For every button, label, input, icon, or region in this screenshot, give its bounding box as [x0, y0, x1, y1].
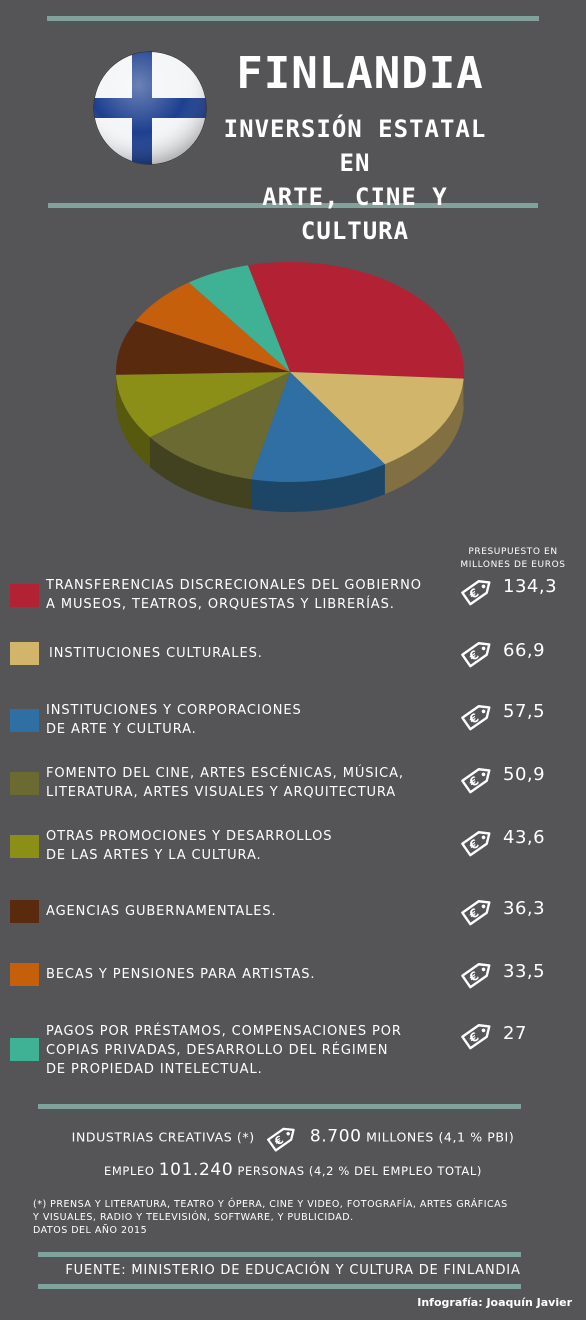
- footnote-line-1: (*) PRENSA Y LITERATURA, TEATRO Y ÓPERA,…: [33, 1199, 508, 1210]
- legend-swatch: [10, 642, 39, 665]
- euro-tag-icon: €: [458, 636, 496, 670]
- source-top-rule: [38, 1252, 521, 1257]
- creative-industries-line: INDUSTRIAS CREATIVAS (*) € 8.700 MILLONE…: [0, 1122, 586, 1154]
- legend-label-line: INSTITUCIONES CULTURALES.: [49, 646, 263, 661]
- euro-tag-icon: €: [458, 1018, 496, 1052]
- pie-slice: [247, 262, 464, 379]
- legend-label: INSTITUCIONES Y CORPORACIONES DE ARTE Y C…: [46, 701, 446, 739]
- subtitle-line-2: ARTE, CINE Y CULTURA: [262, 183, 448, 245]
- pie-slice: [188, 265, 290, 372]
- legend-label-line: OTRAS PROMOCIONES Y DESARROLLOS: [46, 829, 333, 844]
- legend-label-line: DE ARTE Y CULTURA.: [46, 722, 197, 737]
- legend-swatch: [10, 900, 39, 923]
- legend-label-line: INSTITUCIONES Y CORPORACIONES: [46, 703, 302, 718]
- legend-label-line: FOMENTO DEL CINE, ARTES ESCÉNICAS, MÚSIC…: [46, 766, 404, 781]
- legend-label: TRANSFERENCIAS DISCRECIONALES DEL GOBIER…: [46, 576, 446, 614]
- pie-slice: [149, 372, 290, 480]
- legend-label-line: A MUSEOS, TEATROS, ORQUESTAS Y LIBRERÍAS…: [46, 597, 395, 612]
- legend-swatch: [10, 835, 39, 858]
- legend-label-line: COPIAS PRIVADAS, DESARROLLO DEL RÉGIMEN: [46, 1043, 389, 1058]
- euro-tag-icon: €: [458, 574, 496, 608]
- euro-tag-icon: €: [458, 894, 496, 928]
- legend-label-line: DE LAS ARTES Y LA CULTURA.: [46, 848, 262, 863]
- subtitle-line-1: INVERSIÓN ESTATAL EN: [223, 115, 487, 177]
- footnote-line-2: Y VISUALES, RADIO Y TELEVISIÓN, SOFTWARE…: [33, 1212, 354, 1223]
- legend-value: 36,3: [503, 898, 546, 919]
- legend-swatch: [10, 1038, 39, 1061]
- footnote: (*) PRENSA Y LITERATURA, TEATRO Y ÓPERA,…: [33, 1198, 563, 1237]
- euro-tag-icon: €: [458, 699, 496, 733]
- legend-label-line: BECAS Y PENSIONES PARA ARTISTAS.: [46, 967, 316, 982]
- legend-label: OTRAS PROMOCIONES Y DESARROLLOS DE LAS AR…: [46, 827, 446, 865]
- legend-label: PAGOS POR PRÉSTAMOS, COMPENSACIONES POR C…: [46, 1022, 446, 1079]
- employment-value: 101.240: [158, 1160, 234, 1180]
- legend-label-line: AGENCIAS GUBERNAMENTALES.: [46, 904, 277, 919]
- legend-label: FOMENTO DEL CINE, ARTES ESCÉNICAS, MÚSIC…: [46, 764, 446, 802]
- source-bottom-rule: [38, 1284, 521, 1289]
- pie-slice: [290, 372, 464, 465]
- page-subtitle: INVERSIÓN ESTATAL EN ARTE, CINE Y CULTUR…: [205, 112, 505, 248]
- legend-label-line: TRANSFERENCIAS DISCRECIONALES DEL GOBIER…: [46, 578, 422, 593]
- legend-swatch: [10, 584, 39, 607]
- legend-label: INSTITUCIONES CULTURALES.: [49, 644, 449, 663]
- pie-slice: [135, 282, 290, 372]
- footnote-line-3: DATOS DEL AÑO 2015: [33, 1225, 148, 1236]
- legend-label: AGENCIAS GUBERNAMENTALES.: [46, 902, 446, 921]
- pie-slice-side: [384, 378, 464, 495]
- legend-value: 33,5: [503, 961, 546, 982]
- legend-label-line: PAGOS POR PRÉSTAMOS, COMPENSACIONES POR: [46, 1024, 402, 1039]
- top-rule: [47, 16, 539, 21]
- creative-industries-label: INDUSTRIAS CREATIVAS (*): [71, 1129, 255, 1145]
- legend-swatch: [10, 709, 39, 732]
- euro-tag-icon: €: [458, 957, 496, 991]
- budget-column-header: PRESUPUESTO EN MILLONES DE EUROS: [460, 547, 566, 570]
- legend-swatch: [10, 772, 39, 795]
- employment-line: EMPLEO 101.240 PERSONAS (4,2 % DEL EMPLE…: [0, 1160, 586, 1180]
- euro-tag-icon: €: [458, 825, 496, 859]
- pie-slice: [250, 372, 385, 482]
- finland-flag-icon: [93, 51, 207, 165]
- legend-swatch: [10, 963, 39, 986]
- legend-label-line: DE PROPIEDAD INTELECTUAL.: [46, 1062, 263, 1077]
- creative-industries-unit: MILLONES (4,1 % PBI): [366, 1129, 515, 1145]
- pie-slice: [116, 321, 290, 375]
- pie-slice: [116, 372, 290, 438]
- source-text: FUENTE: MINISTERIO DE EDUCACIÓN Y CULTUR…: [65, 1263, 521, 1278]
- creative-industries-value: 8.700: [309, 1126, 362, 1147]
- pie-slice-side: [116, 374, 150, 468]
- credit-text: Infografía: Joaquín Javier: [417, 1296, 572, 1309]
- employment-unit: PERSONAS (4,2 % DEL EMPLEO TOTAL): [237, 1164, 482, 1178]
- page-title: FINLANDIA: [236, 48, 484, 99]
- euro-tag-icon: €: [458, 762, 496, 796]
- legend-value: 50,9: [503, 764, 546, 785]
- header-bottom-rule: [48, 203, 538, 208]
- euro-tag-icon: €: [267, 1127, 295, 1152]
- legend-value: 134,3: [503, 576, 558, 597]
- summary-top-rule: [38, 1104, 521, 1109]
- legend-value: 27: [503, 1023, 527, 1044]
- legend-value: 57,5: [503, 701, 546, 722]
- legend-label-line: LITERATURA, ARTES VISUALES Y ARQUITECTUR…: [46, 785, 397, 800]
- legend-label: BECAS Y PENSIONES PARA ARTISTAS.: [46, 965, 446, 984]
- budget-pie-chart: [116, 262, 464, 512]
- legend-value: 66,9: [503, 640, 546, 661]
- pie-slice-side: [149, 437, 251, 510]
- legend-value: 43,6: [503, 827, 546, 848]
- pie-slice-side: [250, 464, 385, 512]
- employment-label: EMPLEO: [104, 1164, 155, 1178]
